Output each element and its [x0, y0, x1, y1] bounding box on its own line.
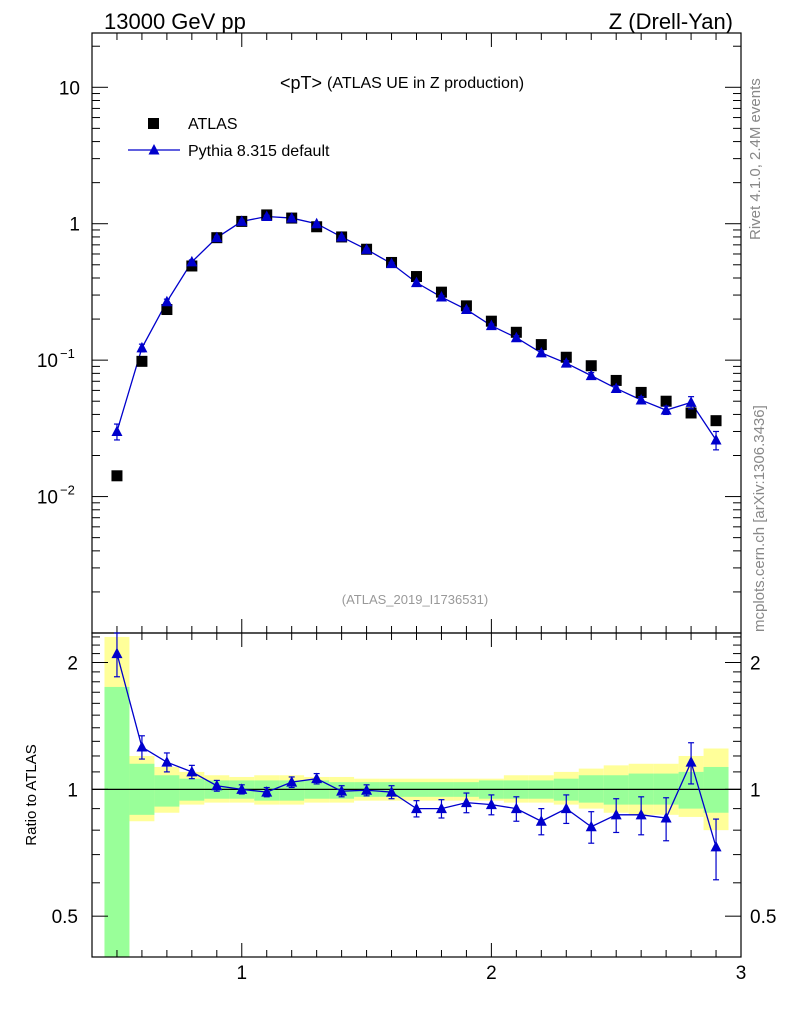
pythia-point: [186, 255, 198, 267]
legend: ATLAS Pythia 8.315 default: [128, 116, 330, 160]
ratio-point: [186, 765, 198, 777]
pythia-point: [286, 212, 298, 223]
pythia-point: [685, 396, 697, 407]
pythia-point: [336, 230, 348, 242]
header-left: 13000 GeV pp: [104, 9, 246, 34]
ratio-point: [361, 784, 373, 795]
atlas-point: [161, 304, 173, 316]
atlas-point: [635, 386, 647, 398]
pythia-point: [585, 369, 597, 381]
ratio-point: [161, 756, 173, 767]
atlas-point: [585, 360, 597, 372]
atlas-point: [411, 271, 422, 283]
analysis-label: (ATLAS_2019_I1736531): [342, 592, 488, 607]
y-tick-label: 10: [37, 351, 58, 372]
ratio-point: [236, 783, 248, 794]
pythia-point: [311, 217, 323, 229]
x-tick-label: 3: [736, 963, 747, 984]
legend-marker-pythia: [148, 144, 160, 155]
y-tick-exponent: −1: [60, 346, 75, 361]
legend-marker-atlas: [148, 118, 159, 129]
ratio-point: [610, 808, 622, 820]
ratio-y-tick-label-right: 2: [750, 654, 761, 675]
pythia-point: [460, 303, 472, 315]
ratio-point: [411, 802, 422, 814]
pythia-point: [411, 276, 422, 288]
pythia-point: [386, 257, 398, 269]
pythia-point: [161, 295, 173, 307]
pythia-point: [485, 319, 497, 331]
ratio-point: [136, 741, 148, 752]
pythia-point: [560, 357, 572, 368]
pythia-point: [710, 433, 722, 445]
atlas-point: [660, 395, 672, 407]
y-tick-label: 10: [37, 488, 58, 509]
ratio-band-green: [154, 775, 180, 807]
ratio-point: [111, 647, 123, 659]
ratio-point: [685, 756, 697, 767]
ratio-point: [286, 776, 298, 787]
ratio-point: [585, 820, 597, 832]
pythia-point: [111, 425, 123, 436]
atlas-point: [685, 407, 697, 419]
pythia-point: [660, 404, 672, 415]
ratio-point: [485, 798, 497, 810]
ratio-ylabel: Ratio to ATLAS: [23, 744, 40, 845]
ratio-y-tick-label: 1: [67, 780, 78, 801]
ratio-point: [660, 812, 672, 823]
pythia-point: [535, 346, 547, 358]
ratio-y-tick-label-right: 0.5: [750, 907, 776, 928]
pythia-point: [635, 394, 647, 405]
ratio-point: [635, 808, 647, 820]
ratio-point: [710, 840, 722, 852]
ratio-point: [510, 802, 522, 814]
pythia-point: [610, 382, 622, 393]
ratio-band-green: [104, 686, 130, 957]
atlas-point: [610, 374, 622, 386]
pythia-line: [116, 215, 717, 441]
pythia-point: [361, 243, 373, 254]
mcplots-label: mcplots.cern.ch [arXiv:1306.3436]: [751, 405, 768, 632]
y-tick-exponent: −2: [60, 483, 75, 498]
ratio-panel: 1 2 3 2 2 1 1 0.5 0.5: [52, 632, 776, 984]
pythia-point: [211, 231, 223, 243]
ratio-line: [116, 653, 717, 848]
legend-label-atlas: ATLAS: [188, 116, 238, 133]
ratio-point: [435, 802, 447, 814]
ratio-band-green: [279, 780, 305, 801]
pythia-point: [510, 331, 522, 343]
main-title: <pT>: [280, 73, 322, 93]
atlas-point: [535, 339, 547, 351]
atlas-point: [710, 415, 722, 427]
ratio-point: [336, 785, 348, 796]
ratio-point: [460, 796, 472, 808]
pythia-point: [236, 215, 248, 226]
ratio-point: [560, 802, 572, 814]
ratio-point: [386, 786, 398, 797]
pythia-point: [435, 291, 447, 302]
ratio-y-tick-label: 2: [67, 654, 78, 675]
ratio-y-tick-label-right: 1: [750, 780, 761, 801]
legend-label-pythia: Pythia 8.315 default: [188, 143, 330, 160]
pythia-point: [261, 210, 273, 221]
pythia-point: [136, 341, 148, 353]
ratio-point: [535, 815, 547, 826]
atlas-point: [111, 470, 123, 482]
ratio-y-tick-label: 0.5: [52, 907, 78, 928]
header-right: Z (Drell-Yan): [609, 9, 733, 34]
rivet-version-label: Rivet 4.1.0, 2.4M events: [747, 78, 764, 240]
ratio-point: [261, 786, 273, 797]
main-subtitle: (ATLAS UE in Z production): [327, 75, 524, 92]
y-tick-label: 10: [59, 78, 80, 99]
atlas-point: [136, 355, 148, 367]
x-tick-label: 1: [236, 963, 247, 984]
x-tick-label: 2: [486, 963, 497, 984]
ratio-point: [311, 772, 323, 784]
ratio-point: [211, 779, 223, 791]
y-tick-label: 1: [69, 215, 80, 236]
